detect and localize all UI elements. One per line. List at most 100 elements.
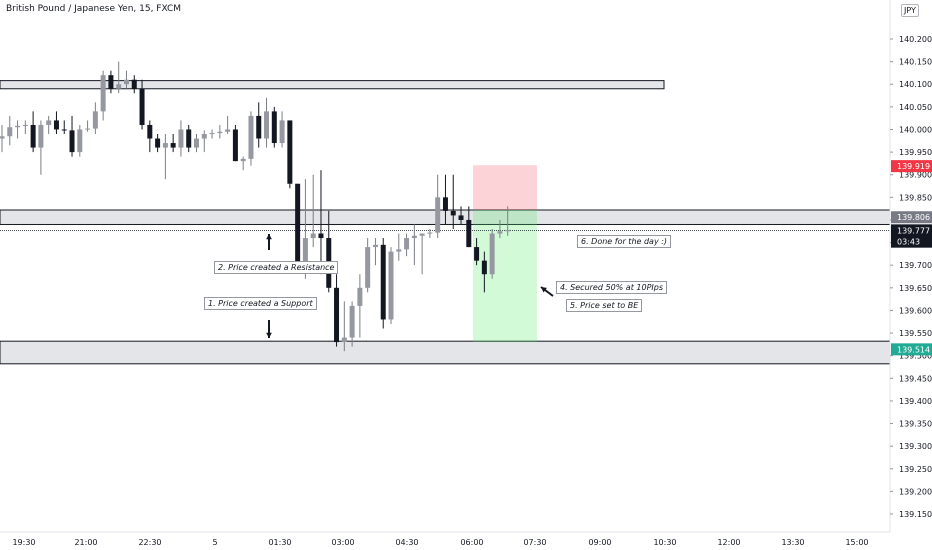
candle-body: [248, 115, 254, 159]
candle-body: [505, 229, 511, 232]
price-label-target: 139.514: [897, 345, 930, 354]
currency-badge[interactable]: JPY: [901, 4, 919, 17]
candle-body: [232, 129, 238, 162]
candle-body: [318, 233, 324, 239]
candle-body: [349, 305, 355, 338]
candle: [396, 233, 402, 261]
candle-body: [295, 183, 301, 266]
price-label-countdown: 03:43: [897, 238, 920, 247]
candle: [419, 233, 425, 275]
candle-body: [279, 120, 285, 144]
x-tick-label: 12:00: [717, 538, 740, 547]
candle: [240, 156, 246, 171]
annotation-secured: 4. Secured 50% at 10PIps: [556, 281, 667, 294]
y-tick-label: 139.850: [899, 193, 932, 202]
candle-body: [155, 138, 161, 148]
candle: [287, 120, 293, 189]
candle: [116, 61, 122, 94]
candle-body: [61, 129, 67, 131]
candle-body: [481, 260, 487, 275]
candle: [209, 129, 215, 139]
candle-body: [7, 127, 13, 137]
candle: [162, 134, 168, 180]
candle-body: [38, 124, 44, 148]
candle: [155, 134, 161, 153]
y-tick: 139.150: [890, 510, 932, 519]
candle: [380, 238, 386, 329]
price-label-zone: 139.806: [897, 213, 930, 222]
candle: [474, 238, 480, 266]
candle-body: [225, 129, 231, 132]
candle: [7, 115, 13, 146]
x-tick-label: 01:30: [268, 538, 291, 547]
candle-body: [116, 84, 122, 89]
y-tick-label: 140.150: [899, 58, 932, 67]
candle-body: [92, 111, 98, 129]
candle-body: [85, 128, 91, 130]
zone-0: [0, 80, 665, 90]
candle-body: [217, 131, 223, 134]
price-label-target-bg: [891, 343, 932, 356]
annotation-support: 1. Price created a Support: [204, 297, 317, 310]
candle-body: [30, 124, 36, 148]
price-label-stop: 139.919: [897, 162, 930, 171]
candle-body: [458, 215, 464, 220]
candle: [271, 106, 277, 148]
candle: [61, 120, 67, 134]
candle-body: [256, 115, 262, 139]
y-tick: 140.000: [890, 125, 932, 134]
candle: [279, 111, 285, 148]
candle: [53, 111, 59, 134]
y-tick: 139.450: [890, 374, 932, 383]
candle-body: [372, 244, 378, 248]
y-tick-label: 140.000: [899, 125, 932, 134]
candle: [334, 274, 340, 347]
candle-body: [147, 124, 153, 139]
y-tick: 139.300: [890, 442, 932, 451]
annotation-breakeven: 5. Price set to BE: [566, 299, 643, 312]
y-tick-label: 140.100: [899, 80, 932, 89]
candle-body: [131, 79, 137, 89]
candle-body: [489, 233, 495, 275]
candle: [92, 102, 98, 134]
candle: [170, 134, 176, 153]
y-tick: 139.600: [890, 306, 932, 315]
y-tick: 139.900: [890, 171, 932, 180]
candle: [411, 224, 417, 266]
candle-body: [411, 235, 417, 239]
candle: [232, 124, 238, 162]
candle: [435, 174, 441, 239]
candle-body: [435, 197, 441, 233]
candle-body: [0, 136, 5, 139]
candle: [69, 115, 75, 157]
candle: [295, 183, 301, 270]
candle: [147, 120, 153, 153]
candle-body: [22, 124, 28, 126]
candle: [357, 274, 363, 338]
candle: [481, 251, 487, 293]
candle-body: [139, 88, 145, 125]
candle: [38, 120, 44, 175]
candle-body: [380, 244, 386, 320]
x-tick-label: 5: [212, 538, 217, 547]
x-tick-label: 07:30: [523, 538, 546, 547]
y-tick-label: 139.250: [899, 465, 932, 474]
y-tick: 139.950: [890, 148, 932, 157]
price-label-stop-bg: [891, 160, 932, 173]
y-tick: 139.850: [890, 193, 932, 202]
x-tick-label: 03:00: [331, 538, 354, 547]
candle: [225, 115, 231, 134]
arrow-diagonal-head: [541, 287, 547, 293]
candle-body: [123, 79, 129, 85]
candle: [427, 229, 433, 239]
annotation-resistance: 2. Price created a Resistance: [214, 261, 339, 274]
candle-body: [365, 247, 371, 288]
candle-body: [450, 210, 456, 216]
candle: [497, 219, 503, 239]
candle-body: [201, 134, 207, 139]
x-tick-label: 04:30: [395, 538, 418, 547]
candle: [139, 79, 145, 130]
y-tick-label: 139.600: [899, 306, 932, 315]
candle-body: [69, 130, 75, 153]
